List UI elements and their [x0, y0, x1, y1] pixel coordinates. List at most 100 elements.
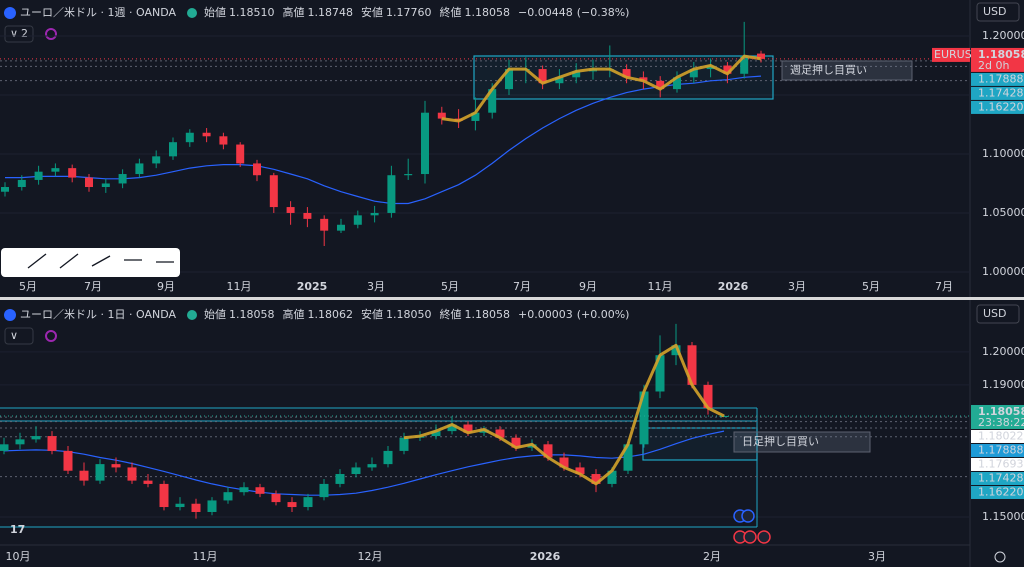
- event-flag[interactable]: [741, 509, 755, 523]
- x-tick-label: 5月: [19, 280, 37, 293]
- zigzag: [441, 54, 762, 123]
- price-tag-label: 1.17693: [978, 457, 1024, 470]
- candle-body: [79, 470, 89, 481]
- candle-body: [543, 444, 553, 458]
- indicator-icon: [45, 330, 57, 342]
- candle-body: [255, 487, 265, 494]
- candle-body: [239, 487, 249, 493]
- candle-body: [191, 503, 201, 512]
- price-tag-label: 1.16220: [978, 100, 1024, 113]
- countdown: 2d 0h: [978, 59, 1009, 72]
- price-tag: [971, 457, 1024, 471]
- y-tick-label: 1.20000: [982, 29, 1024, 42]
- candle-body: [286, 207, 295, 213]
- candle-body: [399, 437, 409, 451]
- annotation: 週足押し目買い: [790, 63, 867, 77]
- candle-body: [236, 144, 245, 164]
- candle-body: [101, 183, 110, 188]
- candle-body: [0, 444, 9, 451]
- quote-value: 1.17760: [386, 6, 432, 19]
- symbol-label: EURUSD: [934, 48, 980, 61]
- event-flag[interactable]: [743, 530, 757, 544]
- candle-body: [303, 212, 312, 219]
- moving-average: [3, 430, 725, 496]
- toggle-chevron: ∨: [10, 329, 18, 342]
- pane-divider: [0, 297, 1024, 300]
- zigzag: [403, 343, 725, 486]
- candle-body: [353, 215, 362, 225]
- candle-body: [495, 429, 505, 438]
- chart-title: ユーロ／米ドル · 1日 · OANDA: [20, 308, 176, 321]
- x-tick-label: 5月: [441, 280, 459, 293]
- toolbar-bg: [1, 248, 180, 277]
- x-tick-label: 7月: [84, 280, 102, 293]
- toolbar-tool[interactable]: [91, 255, 111, 267]
- x-tick-label: 7月: [513, 280, 531, 293]
- price-tag: [971, 100, 1024, 114]
- candle-body: [15, 439, 25, 445]
- quote-name: 高値: [283, 5, 305, 19]
- annotation: 日足押し目買い: [742, 434, 819, 448]
- symbol-icon: [4, 7, 16, 19]
- price-tag: [971, 72, 1024, 86]
- toolbar-tool[interactable]: [27, 253, 47, 269]
- toolbar-tool[interactable]: [59, 253, 79, 269]
- candle-body: [572, 71, 581, 78]
- candle-body: [687, 345, 697, 385]
- price-tag: [971, 471, 1024, 485]
- market-status: [187, 8, 197, 18]
- candle-body: [47, 436, 57, 451]
- settings-icon[interactable]: [994, 551, 1006, 563]
- change: −0.00448: [518, 6, 573, 19]
- candle-body: [421, 112, 429, 175]
- symbol-icon: [4, 309, 16, 321]
- candle-body: [488, 89, 497, 113]
- quote-value: 1.18062: [308, 308, 354, 321]
- candle-body: [706, 65, 715, 70]
- candle-body: [575, 467, 585, 475]
- candle-body: [143, 480, 153, 484]
- candle-body: [31, 436, 41, 440]
- indicator-toggle[interactable]: [4, 327, 34, 345]
- currency-button[interactable]: [976, 304, 1020, 324]
- range-box: [642, 427, 758, 461]
- candle-body: [34, 171, 43, 180]
- candle-body: [404, 174, 413, 176]
- candle-body: [271, 493, 281, 503]
- candle-body: [559, 457, 569, 468]
- x-tick-label: 9月: [157, 280, 175, 293]
- candle-body: [447, 424, 457, 432]
- symbol-tag: [932, 47, 970, 62]
- x-tick-label: 2026: [530, 550, 561, 563]
- candle-body: [623, 444, 633, 471]
- candle-body: [319, 483, 329, 498]
- quote-name: 始値: [204, 307, 226, 321]
- event-flag[interactable]: [757, 530, 771, 544]
- candle-body: [175, 503, 185, 508]
- annotation-box: [781, 60, 913, 81]
- currency-button[interactable]: [976, 2, 1020, 22]
- candle-body: [127, 467, 137, 481]
- x-tick-label: 2025: [297, 280, 328, 293]
- price-tag-label: 1.17888: [978, 443, 1024, 456]
- candle-body: [253, 163, 261, 176]
- drawing-toolbar: [1, 248, 180, 277]
- candle-body: [673, 77, 681, 90]
- price-tag-label: 1.17428: [978, 471, 1024, 484]
- price-tag-label: 1.17428: [978, 86, 1024, 99]
- currency: USD: [983, 5, 1007, 18]
- x-tick-label: 7月: [935, 280, 953, 293]
- candle-body: [118, 174, 127, 184]
- price-tag: [971, 443, 1024, 457]
- indicator-toggle[interactable]: [4, 25, 34, 43]
- y-tick-label: 1.00000: [982, 265, 1024, 278]
- candle-body: [135, 163, 144, 175]
- quote-name: 安値: [361, 307, 383, 321]
- candle-body: [639, 391, 649, 445]
- candle-body: [463, 424, 473, 433]
- price-tag-label: 1.17888: [978, 72, 1024, 85]
- x-tick-label: 5月: [862, 280, 880, 293]
- x-tick-label: 3月: [868, 550, 886, 563]
